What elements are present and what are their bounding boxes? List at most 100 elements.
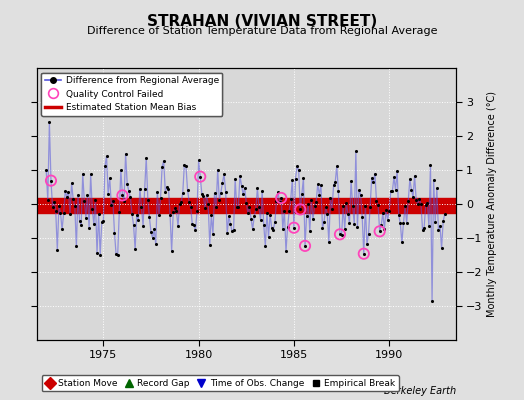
Point (212, 204, 220, 210)
Point (228, 228, 236, 234)
Point (179, 190, 187, 196)
Point (123, 180, 132, 187)
Legend: Difference from Regional Average, Quality Control Failed, Estimated Station Mean: Difference from Regional Average, Qualit… (41, 72, 222, 116)
Point (47, 178, 55, 184)
Point (387, 188, 395, 194)
Point (318, 225, 326, 231)
Point (105, 175, 114, 181)
Point (417, 200, 425, 207)
Text: Difference of Station Temperature Data from Regional Average: Difference of Station Temperature Data f… (87, 26, 437, 36)
Point (348, 203, 357, 210)
Point (301, 243, 309, 249)
Point (48, 204, 57, 210)
Point (47, 178, 55, 184)
Point (304, 201, 312, 207)
Point (187, 204, 195, 211)
Point (245, 204, 254, 210)
Legend: Station Move, Record Gap, Time of Obs. Change, Empirical Break: Station Move, Record Gap, Time of Obs. C… (41, 375, 399, 392)
Point (367, 175, 376, 181)
Point (171, 204, 179, 211)
Point (69, 196, 78, 202)
Point (376, 228, 384, 234)
Point (222, 188, 230, 195)
Point (250, 213, 258, 220)
Point (86, 171, 95, 178)
Point (384, 217, 392, 223)
Point (128, 210, 136, 217)
Point (264, 233, 272, 240)
Point (269, 226, 278, 233)
Point (255, 203, 263, 210)
Point (299, 175, 308, 182)
Point (182, 163, 190, 169)
Point (236, 173, 244, 180)
Point (148, 235, 157, 241)
Point (96, 252, 104, 258)
Point (369, 179, 377, 185)
Point (112, 251, 121, 257)
Point (139, 222, 147, 229)
Point (185, 198, 193, 205)
Point (169, 209, 178, 216)
Point (104, 190, 112, 197)
Point (331, 179, 340, 185)
Point (156, 195, 165, 202)
Point (310, 203, 319, 210)
Point (140, 186, 149, 192)
Point (94, 211, 103, 217)
Point (53, 247, 61, 254)
Point (339, 203, 347, 210)
Point (162, 184, 171, 190)
Point (83, 192, 92, 198)
Point (325, 239, 333, 245)
Point (110, 230, 118, 236)
Point (51, 208, 60, 214)
Point (398, 239, 406, 246)
Point (271, 219, 279, 225)
Point (418, 226, 427, 233)
Point (404, 198, 412, 204)
Point (131, 246, 139, 252)
Point (410, 172, 419, 179)
Point (93, 250, 101, 256)
Point (72, 243, 81, 250)
Point (438, 245, 446, 252)
Point (122, 150, 130, 157)
Point (253, 185, 261, 192)
Point (326, 195, 335, 201)
Point (259, 222, 268, 228)
Point (376, 228, 384, 234)
Point (99, 218, 107, 225)
Point (63, 194, 71, 200)
Point (234, 204, 243, 210)
Text: STRAHAN (VIVIAN STREET): STRAHAN (VIVIAN STREET) (147, 14, 377, 29)
Point (279, 226, 287, 232)
Point (144, 196, 152, 203)
Point (439, 218, 447, 224)
Point (305, 228, 314, 234)
Point (230, 227, 238, 233)
Point (247, 215, 255, 222)
Point (272, 198, 281, 204)
Point (358, 214, 366, 220)
Point (239, 191, 247, 198)
Point (322, 204, 330, 210)
Point (199, 193, 208, 199)
Point (220, 171, 228, 178)
Point (434, 227, 443, 233)
Point (352, 148, 360, 154)
Point (359, 250, 368, 257)
Point (441, 211, 449, 217)
Point (421, 202, 430, 208)
Point (196, 174, 204, 180)
Point (382, 207, 390, 213)
Point (114, 252, 122, 259)
Point (180, 162, 189, 168)
Point (336, 231, 344, 238)
Point (328, 206, 336, 212)
Point (315, 192, 323, 198)
Point (129, 222, 138, 228)
Point (282, 248, 290, 254)
Point (263, 210, 271, 216)
Point (183, 186, 192, 193)
